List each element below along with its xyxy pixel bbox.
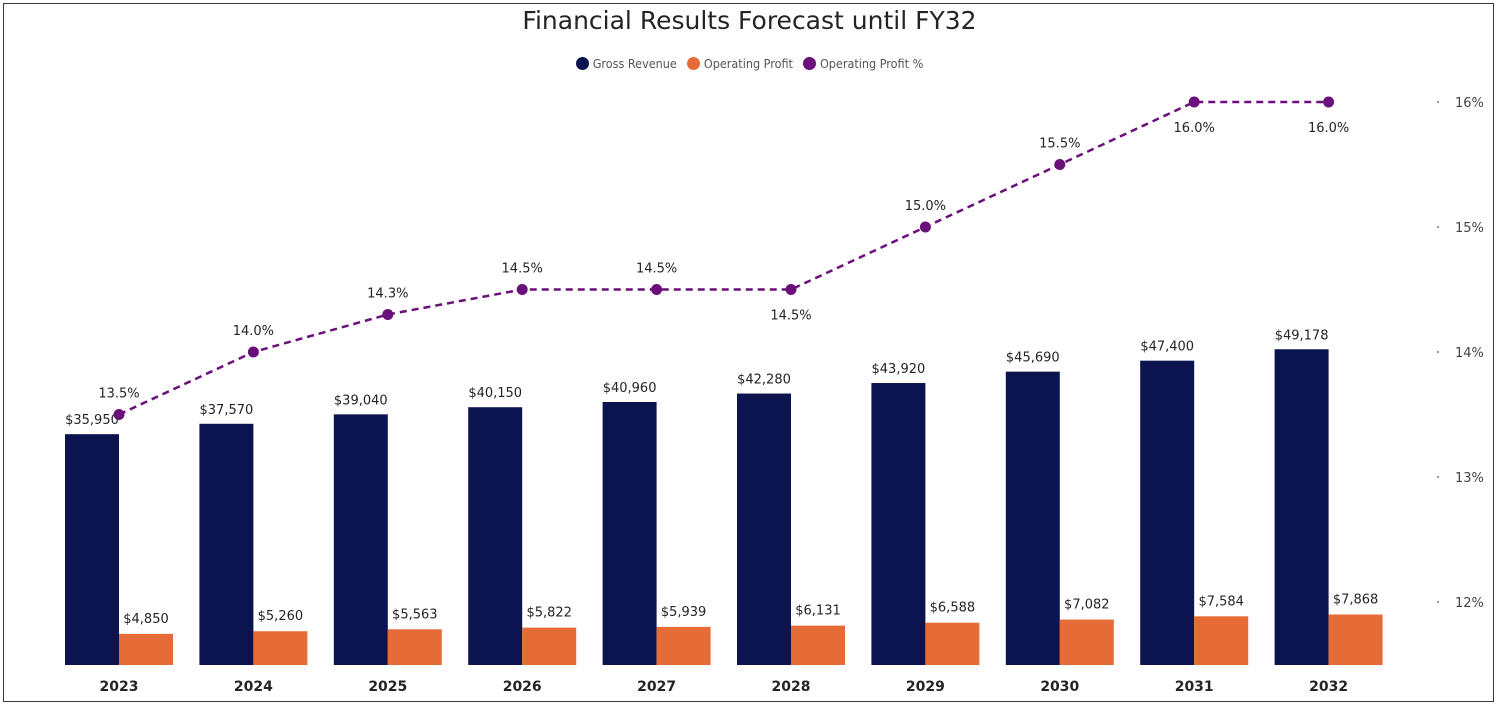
data-label-operating-profit-pct: 15.5% xyxy=(1039,137,1080,152)
point-operating-profit-pct xyxy=(1054,159,1066,170)
bar-operating-profit xyxy=(1059,619,1114,665)
data-label-gross-revenue: $42,280 xyxy=(737,373,791,388)
y-right-tick-mark xyxy=(1437,351,1439,353)
data-label-operating-profit: $6,131 xyxy=(795,604,841,619)
legend-label-operating-profit: Operating Profit xyxy=(703,56,793,71)
data-label-operating-profit: $5,563 xyxy=(392,607,438,622)
data-label-operating-profit-pct: 15.0% xyxy=(905,199,946,214)
point-operating-profit-pct xyxy=(785,284,797,295)
chart-frame xyxy=(3,3,1494,702)
legend-marker-operating-profit-pct xyxy=(802,57,816,70)
bar-gross-revenue xyxy=(65,434,119,665)
x-tick-label: 2030 xyxy=(1040,679,1079,695)
x-tick-label: 2027 xyxy=(637,679,676,695)
bar-gross-revenue xyxy=(602,402,657,665)
y-right-tick-label: 15% xyxy=(1455,221,1484,236)
bar-gross-revenue xyxy=(1140,360,1195,665)
line-operating-profit-pct xyxy=(118,100,1329,416)
bar-gross-revenue xyxy=(1274,349,1329,665)
data-label-operating-profit: $7,868 xyxy=(1333,592,1379,607)
legend-item-gross-revenue[interactable]: Gross Revenue xyxy=(575,56,677,71)
point-operating-profit-pct xyxy=(516,284,528,295)
bar-operating-profit xyxy=(1194,616,1249,665)
legend-label-gross-revenue: Gross Revenue xyxy=(592,56,677,71)
data-label-operating-profit-pct: 14.5% xyxy=(770,309,811,324)
legend-item-operating-profit-pct[interactable]: Operating Profit % xyxy=(802,56,924,71)
chart-legend: Gross Revenue Operating Profit Operating… xyxy=(0,56,1499,71)
bar-gross-revenue xyxy=(468,407,523,665)
data-label-operating-profit-pct: 14.5% xyxy=(636,262,677,277)
point-operating-profit-pct xyxy=(382,309,394,320)
y-right-tick-mark xyxy=(1437,101,1439,103)
data-label-gross-revenue: $47,400 xyxy=(1140,340,1194,355)
bar-operating-profit xyxy=(522,627,577,665)
x-tick-label: 2032 xyxy=(1309,679,1348,695)
point-operating-profit-pct xyxy=(113,409,125,420)
x-tick-label: 2029 xyxy=(906,679,945,695)
data-label-operating-profit: $5,939 xyxy=(661,605,707,620)
legend-label-operating-profit-pct: Operating Profit % xyxy=(819,56,924,71)
data-label-gross-revenue: $40,150 xyxy=(468,386,522,401)
chart-title: Financial Results Forecast until FY32 xyxy=(522,6,977,35)
y-right-tick-mark xyxy=(1437,226,1439,228)
data-label-gross-revenue: $39,040 xyxy=(334,393,388,408)
y-right-tick-label: 12% xyxy=(1455,596,1484,611)
point-operating-profit-pct xyxy=(919,221,931,233)
x-tick-label: 2025 xyxy=(368,679,407,695)
x-tick-label: 2024 xyxy=(234,679,273,695)
data-label-operating-profit: $6,588 xyxy=(930,601,976,616)
legend-item-operating-profit[interactable]: Operating Profit xyxy=(686,56,793,71)
data-label-operating-profit-pct: 16.0% xyxy=(1308,121,1349,136)
bar-gross-revenue xyxy=(333,414,388,665)
data-label-operating-profit-pct: 16.0% xyxy=(1174,121,1215,136)
point-operating-profit-pct xyxy=(651,284,663,295)
y-right-tick-mark xyxy=(1437,601,1439,603)
bar-operating-profit xyxy=(1328,614,1383,665)
x-tick-label: 2028 xyxy=(772,679,811,695)
data-label-gross-revenue: $37,570 xyxy=(200,403,254,418)
data-label-operating-profit-pct: 14.0% xyxy=(233,324,274,339)
x-tick-label: 2023 xyxy=(100,679,139,695)
x-tick-label: 2031 xyxy=(1175,679,1214,695)
data-label-operating-profit-pct: 13.5% xyxy=(98,387,139,402)
point-operating-profit-pct xyxy=(1323,96,1335,108)
data-label-operating-profit: $4,850 xyxy=(123,612,169,627)
x-tick-label: 2026 xyxy=(503,679,542,695)
bar-operating-profit xyxy=(119,633,173,665)
point-operating-profit-pct xyxy=(247,346,259,358)
bar-operating-profit xyxy=(387,629,442,665)
data-label-gross-revenue: $49,178 xyxy=(1275,328,1329,343)
data-label-operating-profit: $5,260 xyxy=(258,609,304,624)
data-label-gross-revenue: $35,950 xyxy=(65,413,119,428)
y-right-tick-label: 14% xyxy=(1455,346,1484,361)
bar-gross-revenue xyxy=(199,423,254,665)
point-operating-profit-pct xyxy=(1188,96,1200,108)
y-right-tick-mark xyxy=(1437,476,1439,478)
bar-operating-profit xyxy=(656,626,711,665)
data-label-gross-revenue: $43,920 xyxy=(872,362,926,377)
legend-marker-operating-profit xyxy=(686,57,700,70)
bar-gross-revenue xyxy=(871,383,926,665)
bar-gross-revenue xyxy=(737,393,791,665)
bar-operating-profit xyxy=(925,622,980,665)
data-label-gross-revenue: $40,960 xyxy=(603,381,657,396)
data-label-operating-profit: $7,082 xyxy=(1064,598,1110,613)
data-label-operating-profit-pct: 14.5% xyxy=(502,262,543,277)
bar-operating-profit xyxy=(791,625,845,665)
data-label-operating-profit: $5,822 xyxy=(526,606,572,621)
y-right-tick-label: 16% xyxy=(1455,96,1484,111)
data-label-operating-profit-pct: 14.3% xyxy=(367,287,408,302)
bar-gross-revenue xyxy=(1005,371,1060,665)
data-label-gross-revenue: $45,690 xyxy=(1006,351,1060,366)
bar-operating-profit xyxy=(253,631,308,665)
data-label-operating-profit: $7,584 xyxy=(1198,594,1244,609)
y-right-tick-label: 13% xyxy=(1455,471,1484,486)
legend-marker-gross-revenue xyxy=(575,57,589,70)
